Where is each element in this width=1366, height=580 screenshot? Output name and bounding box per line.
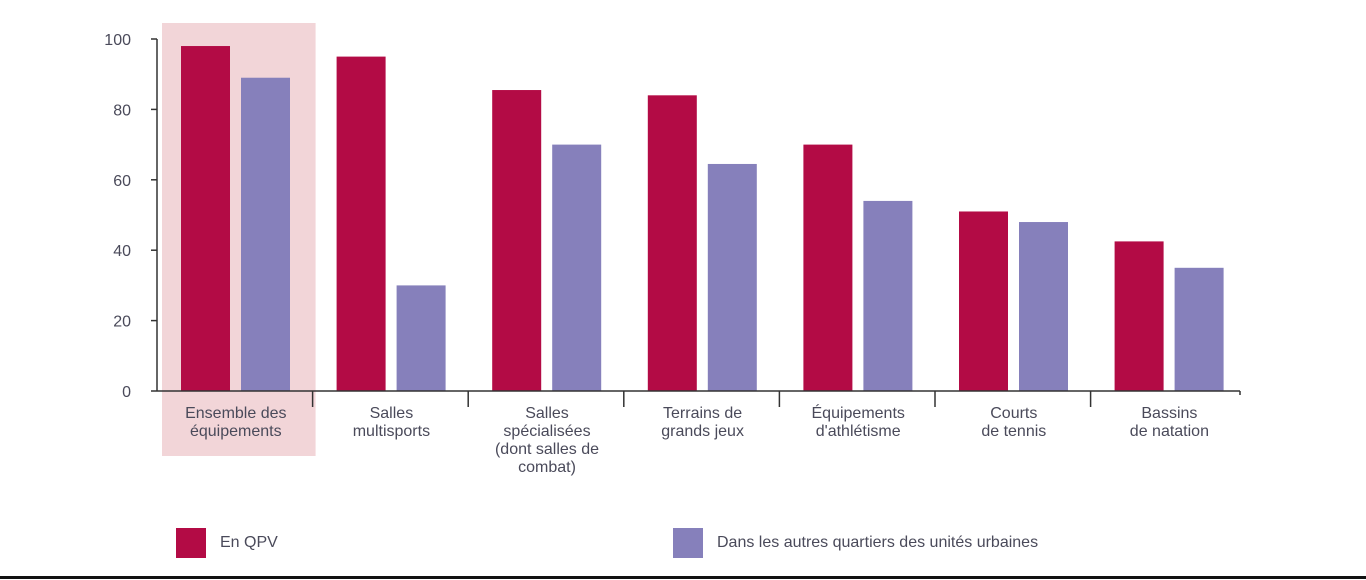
bar-qpv — [1114, 241, 1164, 391]
bar-qpv — [803, 144, 853, 391]
x-category-label-line: Terrains de — [663, 405, 742, 422]
legend-label-qpv: En QPV — [220, 534, 278, 551]
x-category-label-line: Ensemble des — [185, 405, 286, 422]
x-category-label-line: Salles — [525, 405, 569, 422]
bottom-divider — [0, 576, 1366, 579]
legend-swatch-autres-quartiers — [673, 528, 703, 558]
x-category-label-line: multisports — [353, 423, 430, 440]
x-category-label-line: d'athlétisme — [816, 423, 901, 440]
bar-chart: 0 20 40 60 80 100 Ensemble des équipements Salle… — [104, 23, 1241, 476]
y-tick-label: 40 — [113, 243, 131, 260]
bar-autres-quartiers — [552, 144, 602, 391]
x-category-label: Ensemble des équipements — [185, 405, 286, 440]
bar-qpv — [336, 56, 386, 391]
x-category-label: Bassins de natation — [1130, 405, 1209, 440]
x-category-label: Salles multisports — [353, 405, 430, 440]
bar-autres-quartiers — [1019, 222, 1068, 391]
legend-swatch-qpv — [176, 528, 206, 558]
x-category-label: Équipements d'athlétisme — [812, 403, 905, 440]
y-tick-label: 60 — [113, 173, 131, 190]
x-category-label-line: combat) — [518, 459, 576, 476]
x-category-label-line: Courts — [990, 405, 1037, 422]
x-category-label-line: grands jeux — [661, 423, 744, 440]
bar-autres-quartiers — [863, 200, 913, 391]
x-category-label-line: spécialisées — [503, 423, 590, 440]
x-category-label-line: de natation — [1130, 423, 1209, 440]
x-category-label-line: de tennis — [981, 423, 1046, 440]
bar-autres-quartiers — [1174, 267, 1224, 391]
x-category-label: Courts de tennis — [981, 405, 1046, 440]
bar-autres-quartiers — [707, 163, 757, 391]
bar-qpv — [647, 95, 697, 391]
legend-item-qpv: En QPV — [176, 528, 278, 558]
bar-qpv — [492, 90, 542, 391]
x-category-label-line: Équipements — [812, 403, 905, 422]
x-category-label-line: Salles — [370, 405, 414, 422]
x-category-label-line: Bassins — [1141, 405, 1197, 422]
y-tick-label: 100 — [104, 32, 131, 49]
y-tick-label: 0 — [122, 384, 131, 401]
bar-autres-quartiers — [241, 77, 290, 391]
y-tick-label: 80 — [113, 102, 131, 119]
bar-autres-quartiers — [396, 285, 446, 391]
x-category-label: Terrains de grands jeux — [661, 405, 744, 440]
x-category-label: Salles spécialisées (dont salles de combat) — [495, 405, 599, 476]
x-category-label-line: (dont salles de — [495, 441, 599, 458]
legend-label-autres-quartiers: Dans les autres quartiers des unités urb… — [717, 534, 1039, 551]
x-category-label-line: équipements — [190, 423, 282, 440]
bar-qpv — [181, 46, 230, 391]
y-tick-label: 20 — [113, 314, 131, 331]
bar-qpv — [959, 211, 1008, 391]
legend-item-autres-quartiers: Dans les autres quartiers des unités urb… — [673, 528, 1038, 558]
